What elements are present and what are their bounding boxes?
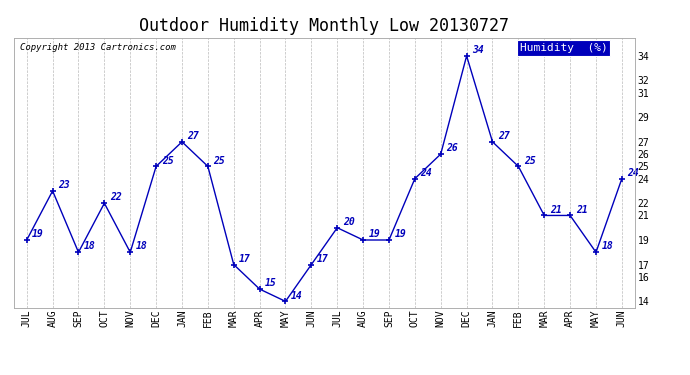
Text: 19: 19 — [368, 229, 380, 239]
Text: 21: 21 — [575, 205, 587, 214]
Text: 25: 25 — [213, 156, 225, 166]
Text: 20: 20 — [343, 217, 355, 227]
Text: 19: 19 — [395, 229, 406, 239]
Text: 23: 23 — [58, 180, 70, 190]
Text: 22: 22 — [110, 192, 121, 202]
Text: 19: 19 — [32, 229, 44, 239]
Text: 25: 25 — [161, 156, 173, 166]
Text: 17: 17 — [239, 254, 251, 264]
Text: 24: 24 — [420, 168, 432, 178]
Text: 25: 25 — [524, 156, 535, 166]
Text: 17: 17 — [317, 254, 328, 264]
Text: 24: 24 — [627, 168, 639, 178]
Text: 21: 21 — [550, 205, 562, 214]
Text: 34: 34 — [472, 45, 484, 55]
Text: 27: 27 — [188, 131, 199, 141]
Title: Outdoor Humidity Monthly Low 20130727: Outdoor Humidity Monthly Low 20130727 — [139, 16, 509, 34]
Text: 18: 18 — [602, 242, 613, 252]
Text: 18: 18 — [84, 242, 96, 252]
Text: 15: 15 — [265, 278, 277, 288]
Text: 14: 14 — [291, 291, 303, 301]
Text: 18: 18 — [136, 242, 148, 252]
Text: 27: 27 — [498, 131, 510, 141]
Text: Copyright 2013 Cartronics.com: Copyright 2013 Cartronics.com — [20, 43, 176, 52]
Text: Humidity  (%): Humidity (%) — [520, 43, 608, 53]
Text: 26: 26 — [446, 143, 458, 153]
